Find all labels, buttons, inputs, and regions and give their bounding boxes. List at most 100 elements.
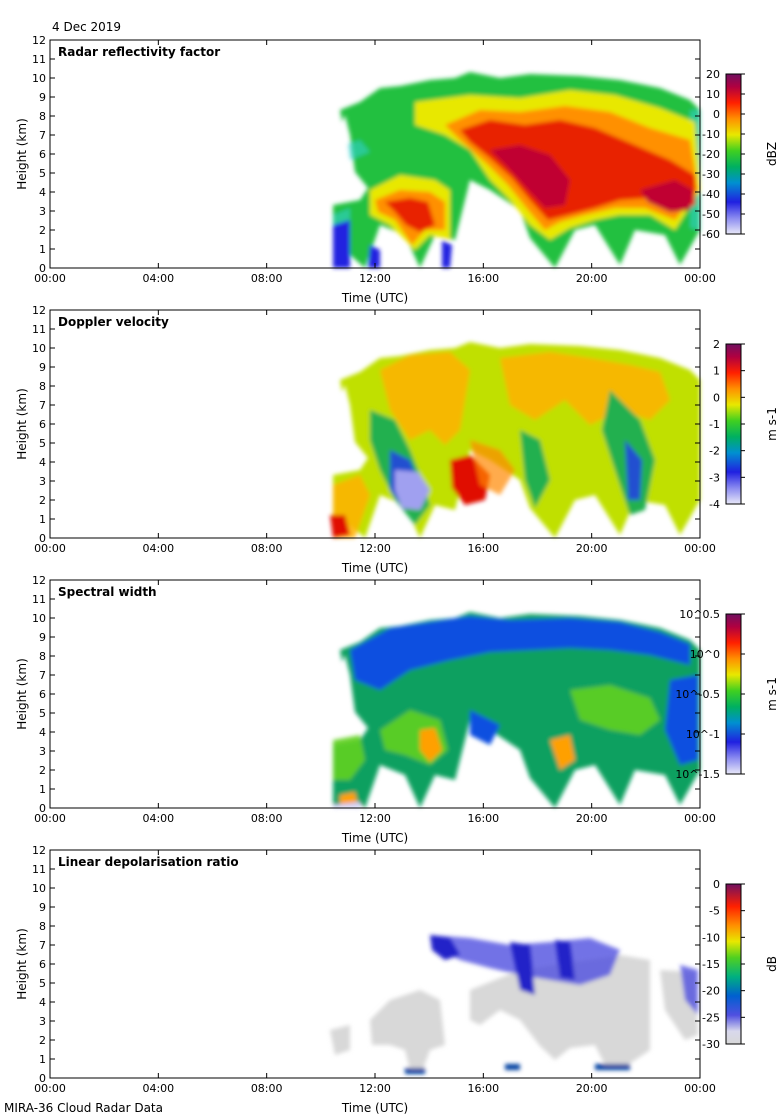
y-tick-label: 4 [39, 186, 46, 199]
y-tick-label: 4 [39, 996, 46, 1009]
y-tick-label: 8 [39, 650, 46, 663]
colorbar-label: dBZ [765, 142, 779, 166]
colorbar-tick-label: -5 [709, 905, 720, 918]
panel-title: Spectral width [58, 585, 157, 599]
x-tick-label: 00:00 [34, 272, 66, 285]
y-axis-label: Height (km) [15, 928, 29, 999]
y-tick-label: 0 [39, 532, 46, 545]
x-tick-label: 00:00 [684, 812, 716, 825]
colorbar-label: m s-1 [765, 677, 779, 711]
y-tick-label: 9 [39, 901, 46, 914]
y-tick-label: 0 [39, 262, 46, 275]
colorbar-ticks: 2 1 0 -1 -2 -3 -4 [709, 338, 745, 511]
colorbar-tick-label: -10 [702, 128, 720, 141]
colorbar-tick-label: -20 [702, 985, 720, 998]
colorbar-tick-label: -30 [702, 168, 720, 181]
y-tick-label: 2 [39, 1034, 46, 1047]
y-tick-label: 10 [32, 342, 46, 355]
y-tick-label: 8 [39, 380, 46, 393]
x-axis: 00:00 04:00 08:00 12:00 16:00 20:00 00:00 [34, 850, 716, 1095]
x-axis: 00:00 04:00 08:00 12:00 16:00 20:00 00:00 [34, 310, 716, 555]
panel-title: Radar reflectivity factor [58, 45, 220, 59]
y-tick-label: 6 [39, 958, 46, 971]
colorbar-tick-label: -60 [702, 228, 720, 241]
y-tick-label: 11 [32, 593, 46, 606]
colorbar-tick-label: -30 [702, 1038, 720, 1051]
y-tick-label: 6 [39, 688, 46, 701]
colorbar-tick-label: 2 [713, 338, 720, 351]
x-tick-label: 12:00 [359, 542, 391, 555]
x-tick-label: 04:00 [142, 542, 174, 555]
y-tick-label: 5 [39, 707, 46, 720]
colorbar-gradient [725, 73, 742, 235]
y-tick-label: 1 [39, 513, 46, 526]
y-tick-label: 0 [39, 1072, 46, 1085]
y-tick-label: 7 [39, 399, 46, 412]
panel-reflectivity: Radar reflectivity factor 01234567891011… [15, 34, 779, 305]
x-axis: 00:00 04:00 08:00 12:00 16:00 20:00 00:00 [34, 40, 716, 285]
x-axis-label: Time (UTC) [341, 1101, 408, 1115]
y-tick-label: 1 [39, 243, 46, 256]
x-tick-label: 08:00 [251, 812, 283, 825]
x-tick-label: 08:00 [251, 1082, 283, 1095]
colorbar-ticks: 20 10 0 -10 -20 -30 -40 -50 -60 [702, 68, 745, 241]
colorbar-tick-label: -3 [709, 471, 720, 484]
cloud-echo-spectral-width [333, 612, 700, 808]
y-tick-label: 6 [39, 418, 46, 431]
y-tick-label: 8 [39, 920, 46, 933]
y-tick-label: 5 [39, 977, 46, 990]
colorbar-tick-label: 1 [713, 365, 720, 378]
y-tick-label: 3 [39, 745, 46, 758]
x-axis-label: Time (UTC) [341, 561, 408, 575]
y-tick-label: 2 [39, 494, 46, 507]
y-tick-label: 1 [39, 1053, 46, 1066]
colorbar-tick-label: 10^-1.5 [675, 768, 720, 781]
y-tick-label: 9 [39, 91, 46, 104]
colorbar: 20 10 0 -10 -20 -30 -40 -50 -60 dBZ [702, 68, 779, 241]
x-tick-label: 00:00 [34, 1082, 66, 1095]
x-tick-label: 04:00 [142, 1082, 174, 1095]
x-axis-label: Time (UTC) [341, 291, 408, 305]
y-tick-label: 3 [39, 475, 46, 488]
x-tick-label: 00:00 [34, 542, 66, 555]
colorbar-tick-label: -4 [709, 498, 720, 511]
y-tick-label: 11 [32, 863, 46, 876]
y-tick-label: 10 [32, 72, 46, 85]
panel-linear-depolarisation-ratio: Linear depolarisation ratio 012345678910… [15, 844, 779, 1115]
y-tick-label: 12 [32, 304, 46, 317]
x-tick-label: 00:00 [684, 1082, 716, 1095]
x-tick-label: 00:00 [684, 542, 716, 555]
y-tick-label: 8 [39, 110, 46, 123]
colorbar-tick-label: 0 [713, 391, 720, 404]
cloud-echo-doppler-velocity [330, 342, 700, 538]
x-tick-label: 00:00 [34, 812, 66, 825]
y-tick-label: 3 [39, 1015, 46, 1028]
x-tick-label: 04:00 [142, 272, 174, 285]
colorbar-label: dB [765, 956, 779, 972]
colorbar-gradient [725, 343, 742, 505]
colorbar-tick-label: -10 [702, 931, 720, 944]
y-tick-label: 12 [32, 844, 46, 857]
x-tick-label: 20:00 [576, 542, 608, 555]
y-tick-label: 9 [39, 361, 46, 374]
colorbar-tick-label: 0 [713, 878, 720, 891]
y-tick-label: 7 [39, 129, 46, 142]
x-tick-label: 00:00 [684, 272, 716, 285]
colorbar: 10^0.5 10^0 10^-0.5 10^-1 10^-1.5 m s-1 [675, 608, 779, 781]
colorbar-tick-label: 10^-0.5 [675, 688, 720, 701]
colorbar-tick-label: -50 [702, 208, 720, 221]
y-tick-label: 2 [39, 764, 46, 777]
y-tick-label: 5 [39, 437, 46, 450]
x-axis-label: Time (UTC) [341, 831, 408, 845]
colorbar-tick-label: 10^0 [690, 648, 720, 661]
x-tick-label: 12:00 [359, 812, 391, 825]
y-axis-label: Height (km) [15, 118, 29, 189]
y-tick-label: 12 [32, 574, 46, 587]
y-tick-label: 4 [39, 726, 46, 739]
colorbar-ticks: 10^0.5 10^0 10^-0.5 10^-1 10^-1.5 [675, 608, 745, 781]
colorbar-gradient [725, 883, 742, 1045]
